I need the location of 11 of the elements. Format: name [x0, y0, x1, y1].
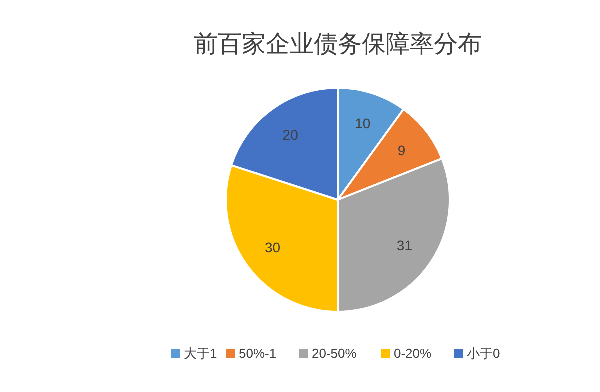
legend-label: 0-20%: [394, 346, 432, 361]
data-label: 9: [398, 142, 406, 159]
legend-label: 大于1: [184, 346, 218, 361]
data-label: 20: [282, 126, 299, 143]
legend-label: 20-50%: [312, 346, 358, 361]
data-label: 30: [264, 239, 281, 256]
chart-title: 前百家企业债务保障率分布: [194, 30, 482, 58]
data-label: 31: [396, 237, 413, 254]
data-label: 10: [355, 115, 371, 132]
legend-label: 50%-1: [239, 346, 277, 361]
legend-label: 小于0: [467, 346, 500, 361]
